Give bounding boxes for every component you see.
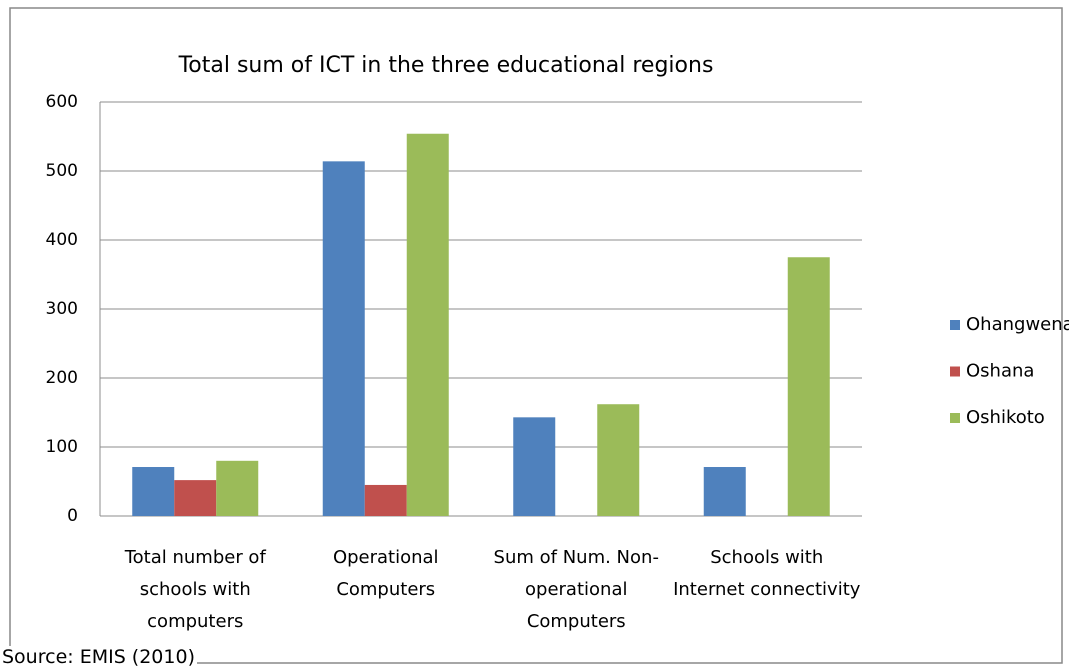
bar bbox=[703, 467, 746, 516]
bar bbox=[513, 417, 556, 516]
bar bbox=[364, 484, 407, 516]
bar bbox=[787, 257, 830, 516]
y-tick-label: 0 bbox=[67, 506, 78, 526]
bar bbox=[322, 161, 365, 516]
y-tick-label: 400 bbox=[46, 230, 78, 250]
chart-title: Total sum of ICT in the three educationa… bbox=[178, 53, 714, 78]
y-tick-label: 100 bbox=[46, 437, 78, 457]
legend-label: Ohangwena bbox=[966, 314, 1069, 335]
bar bbox=[597, 404, 640, 516]
source-note: Source: EMIS (2010) bbox=[2, 646, 197, 668]
legend-label: Oshana bbox=[966, 361, 1034, 382]
legend-swatch bbox=[950, 366, 960, 377]
bar bbox=[216, 460, 259, 516]
y-tick-label: 300 bbox=[46, 299, 78, 319]
bar bbox=[132, 467, 175, 516]
legend-label: Oshikoto bbox=[966, 407, 1045, 428]
chart-frame bbox=[9, 7, 1063, 664]
bar bbox=[406, 133, 449, 517]
bar bbox=[174, 480, 217, 516]
x-tick-label: Schools with Internet connectivity bbox=[673, 547, 861, 600]
y-tick-label: 600 bbox=[46, 92, 78, 112]
legend-swatch bbox=[950, 413, 960, 423]
x-tick-label: Total number of schools with computers bbox=[124, 547, 266, 632]
y-tick-label: 500 bbox=[46, 161, 78, 181]
x-tick-label: Sum of Num. Non-operational Computers bbox=[493, 547, 659, 632]
y-tick-label: 200 bbox=[46, 368, 78, 388]
x-tick-label: Operational Computers bbox=[332, 547, 439, 600]
legend-swatch bbox=[950, 320, 960, 330]
